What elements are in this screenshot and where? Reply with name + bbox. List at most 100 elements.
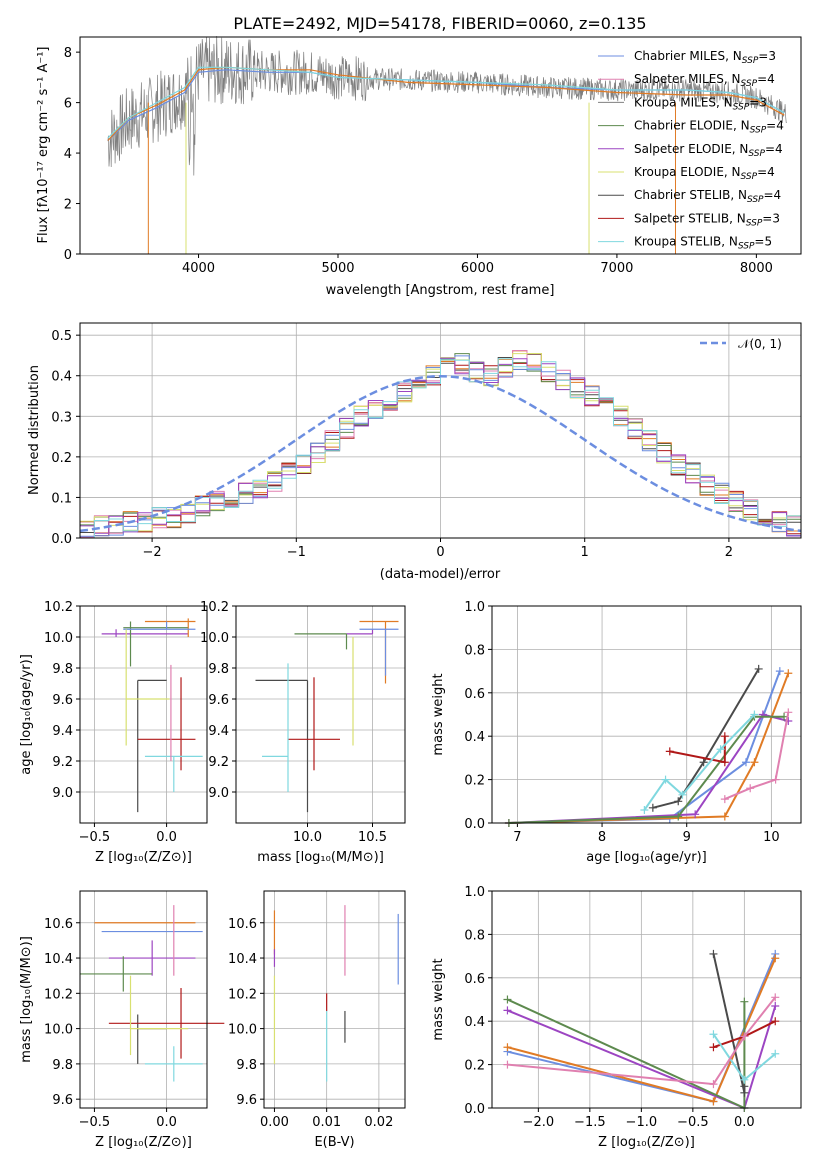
age_vs_mass-panel: 10.0 10.5 9.0 9.2 9.4 9.6 9.8 10.0 10.2 mass [log… xyxy=(200,600,406,865)
age_vs_Z-xtick-label: −0.5 xyxy=(79,830,111,845)
weight_vs_age-point-marker xyxy=(784,669,793,678)
histogram-xtick-label: 2 xyxy=(725,545,733,560)
weight_vs_Z-ylabel: mass weight xyxy=(431,958,446,1040)
spectrum-data-trace xyxy=(107,35,787,176)
weight_vs_age-ytick-label: 0.0 xyxy=(464,817,485,832)
weight_vs_Z-series-line xyxy=(507,998,746,1110)
age_vs_mass-ytick-label: 9.4 xyxy=(208,724,229,739)
mass_vs_ebv-xtick-label: 0.01 xyxy=(312,1115,341,1130)
age_vs_Z-ylabel: age [log₁₀(age/yr)] xyxy=(19,654,34,775)
weight_vs_Z-point-marker xyxy=(740,1075,749,1084)
age_vs_mass-ytick-label: 9.2 xyxy=(208,755,229,770)
weight_vs_age-point-marker xyxy=(746,784,755,793)
weight_vs_age-point-marker xyxy=(775,667,784,676)
weight_vs_Z-ytick-label: 1.0 xyxy=(464,885,485,900)
mass_vs_ebv-panel: 0.00 0.01 0.02 9.6 9.8 10.0 10.2 10.4 10.6 E(B-V) xyxy=(228,890,406,1150)
spectrum-title: PLATE=2492, MJD=54178, FIBERID=0060, z=0… xyxy=(233,14,646,33)
spectrum-xtick-label: 4000 xyxy=(182,261,215,276)
histogram-ylabel: Normed distribution xyxy=(27,365,42,495)
weight_vs_Z-point-marker xyxy=(503,995,512,1004)
weight_vs_age-point-marker xyxy=(648,803,657,812)
age_vs_Z-xtick-label: 0.0 xyxy=(156,830,177,845)
gaussian-legend-label: 𝒩(0, 1) xyxy=(738,337,782,351)
histogram-xtick-label: 1 xyxy=(581,545,589,560)
spectrum-legend-label: Kroupa ELODIE, NSSP=4 xyxy=(634,165,775,182)
weight_vs_age-ylabel: mass weight xyxy=(431,673,446,755)
weight_vs_age-point-marker xyxy=(678,790,687,799)
weight_vs_age-point-marker xyxy=(720,732,729,741)
histogram-ytick-label: 0.0 xyxy=(51,532,72,547)
mass_vs_Z-xlabel: Z [log₁₀(Z/Z⊙)] xyxy=(95,1135,192,1150)
age_vs_mass-ytick-label: 9.0 xyxy=(208,786,229,801)
weight_vs_age-xtick-label: 10 xyxy=(763,830,780,845)
spectrum-frame xyxy=(79,36,802,255)
weight_vs_age-xtick-label: 7 xyxy=(513,830,521,845)
age_vs_Z-ytick-label: 9.2 xyxy=(52,755,73,770)
weight_vs_Z-point-marker xyxy=(503,1060,512,1069)
weight_vs_Z-point-marker xyxy=(709,1043,718,1052)
mass_vs_Z-ytick-label: 9.8 xyxy=(52,1058,73,1073)
mass_vs_Z-frame xyxy=(79,890,208,1109)
mass_vs_ebv-ytick-label: 10.0 xyxy=(228,1023,257,1038)
weight_vs_Z-xtick-label: −0.5 xyxy=(677,1115,709,1130)
age_vs_mass-ytick-label: 10.2 xyxy=(200,600,229,615)
mass_vs_Z-ytick-label: 9.6 xyxy=(52,1093,73,1108)
mass_vs_ebv-ytick-label: 10.4 xyxy=(228,952,257,967)
mass_vs_ebv-frame xyxy=(263,890,406,1109)
weight_vs_age-series-line xyxy=(508,713,789,824)
weight_vs_age-series-line xyxy=(508,672,790,824)
spectrum-ytick-label: 4 xyxy=(64,147,72,162)
weight_vs_age-point-marker xyxy=(691,810,700,819)
age_vs_Z-ytick-label: 10.2 xyxy=(44,600,73,615)
histogram-xtick-label: 0 xyxy=(436,545,444,560)
spectrum-xtick-label: 7000 xyxy=(600,261,633,276)
weight_vs_Z-point-marker xyxy=(709,1030,718,1039)
gaussian-curve xyxy=(79,374,802,533)
weight_vs_age-point-marker xyxy=(720,758,729,767)
weight_vs_age-point-marker xyxy=(665,747,674,756)
mass_vs_ebv-ytick-label: 9.6 xyxy=(236,1093,257,1108)
weight_vs_Z-ytick-label: 0.8 xyxy=(464,928,485,943)
spectrum-model-line xyxy=(107,66,785,139)
weight_vs_Z-xtick-label: −1.5 xyxy=(574,1115,606,1130)
mass_vs_Z-ytick-label: 10.4 xyxy=(44,952,73,967)
weight_vs_age-point-marker xyxy=(674,812,683,821)
spectrum-model-line xyxy=(107,66,785,141)
weight_vs_age-point-marker xyxy=(716,745,725,754)
spectrum-ytick-label: 0 xyxy=(64,248,72,263)
spectrum-ytick-label: 2 xyxy=(64,198,72,213)
spectrum-legend-label: Salpeter STELIB, NSSP=3 xyxy=(634,211,780,228)
weight_vs_age-xtick-label: 8 xyxy=(598,830,606,845)
weight_vs_age-point-marker xyxy=(699,758,708,767)
spectrum-xlabel: wavelength [Angstrom, rest frame] xyxy=(326,283,555,298)
spectrum-legend-label: Kroupa STELIB, NSSP=5 xyxy=(634,235,772,252)
weight_vs_Z-xtick-label: 0.0 xyxy=(734,1115,755,1130)
spectrum-ylabel: Flux [fλ10⁻¹⁷ erg cm⁻² s⁻¹ A⁻¹] xyxy=(36,47,51,244)
weight_vs_age-ytick-label: 1.0 xyxy=(464,600,485,615)
mass_vs_ebv-xtick-label: 0.02 xyxy=(364,1115,393,1130)
weight_vs_Z-ytick-label: 0.0 xyxy=(464,1102,485,1117)
weight_vs_age-point-marker xyxy=(750,758,759,767)
histogram-ytick-label: 0.2 xyxy=(51,451,72,466)
weight_vs_Z-ytick-label: 0.6 xyxy=(464,972,485,987)
spectrum-legend: Chabrier MILES, NSSP=3 Salpeter MILES, NS… xyxy=(598,49,784,252)
histogram-ytick-label: 0.3 xyxy=(51,410,72,425)
spectrum-legend-label: Chabrier MILES, NSSP=3 xyxy=(634,49,776,66)
age_vs_Z-ytick-label: 9.8 xyxy=(52,662,73,677)
age_vs_mass-xtick-label: 10.5 xyxy=(358,830,387,845)
mass_vs_Z-panel: −0.5 0.0 9.6 9.8 10.0 10.2 10.4 10.6 Z [log₁₀(Z/… xyxy=(19,890,225,1150)
spectrum-xtick-label: 5000 xyxy=(321,261,354,276)
weight_vs_age-ytick-label: 0.2 xyxy=(464,774,485,789)
age_vs_mass-ytick-label: 9.8 xyxy=(208,662,229,677)
weight_vs_Z-point-marker xyxy=(740,1032,749,1041)
spectrum-legend-label: Salpeter MILES, NSSP=4 xyxy=(634,72,775,89)
spectrum-ytick-label: 8 xyxy=(64,46,72,61)
weight_vs_age-ytick-label: 0.4 xyxy=(464,730,485,745)
histogram-ytick-label: 0.4 xyxy=(51,370,72,385)
weight_vs_Z-ytick-label: 0.4 xyxy=(464,1015,485,1030)
weight_vs_Z-point-marker xyxy=(771,1049,780,1058)
weight_vs_age-series-line xyxy=(508,670,781,824)
histogram-ytick-label: 0.5 xyxy=(51,329,72,344)
spectrum-xtick-label: 6000 xyxy=(461,261,494,276)
weight_vs_age-point-marker xyxy=(784,708,793,717)
